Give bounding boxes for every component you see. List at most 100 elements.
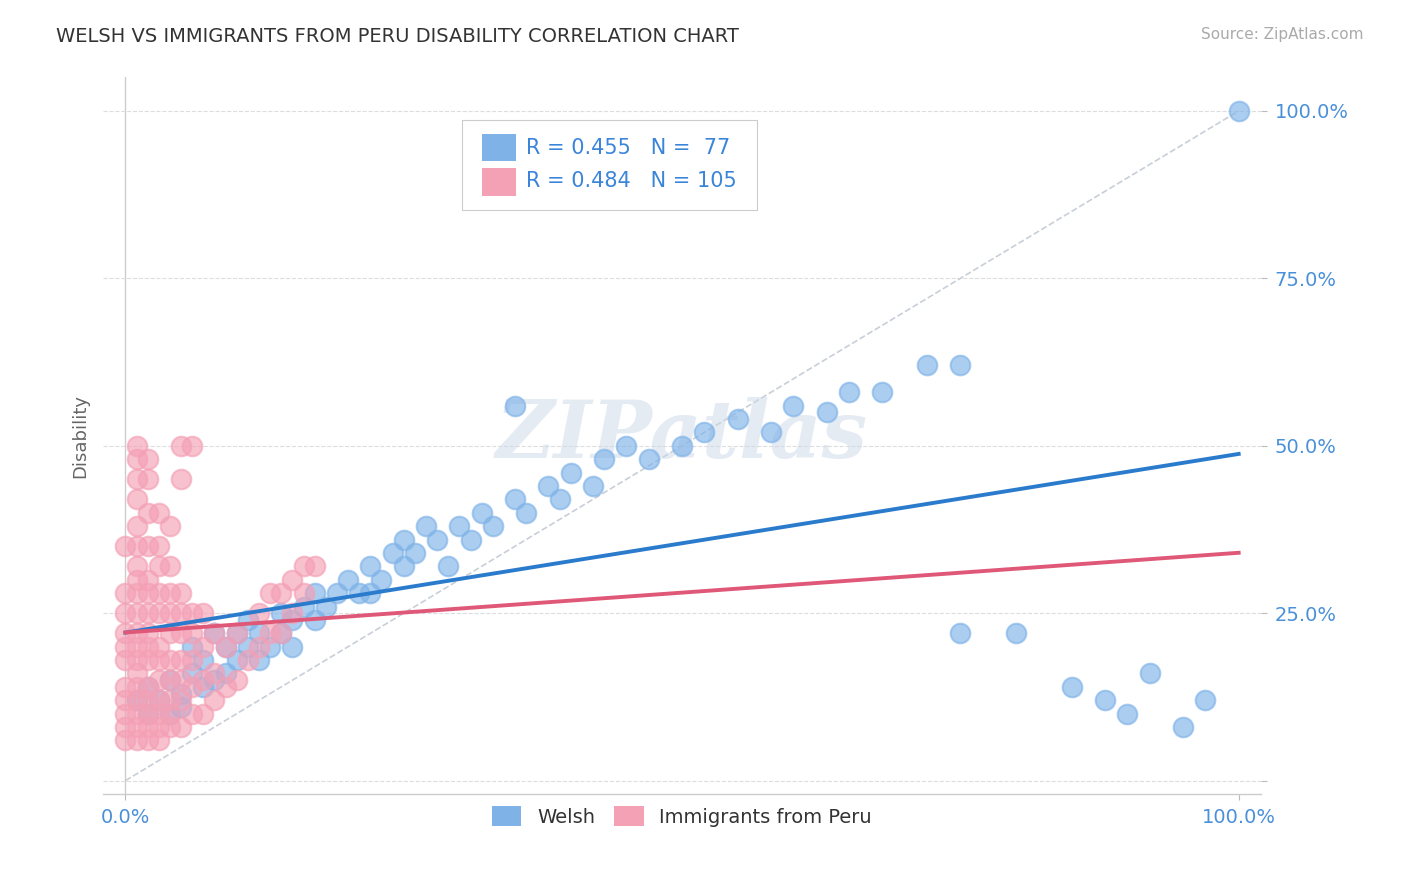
- Welsh: [225, 653, 247, 667]
- Welsh: [437, 559, 460, 574]
- Welsh: [503, 399, 526, 413]
- Immigrants from Peru: [181, 680, 204, 694]
- Immigrants from Peru: [170, 693, 193, 707]
- Immigrants from Peru: [148, 506, 170, 520]
- Welsh: [582, 479, 605, 493]
- Immigrants from Peru: [136, 653, 159, 667]
- Welsh: [872, 385, 894, 400]
- Welsh: [671, 439, 693, 453]
- Text: Source: ZipAtlas.com: Source: ZipAtlas.com: [1201, 27, 1364, 42]
- Welsh: [1094, 693, 1116, 707]
- Welsh: [1005, 626, 1028, 640]
- Welsh: [347, 586, 370, 600]
- Welsh: [415, 519, 437, 533]
- Immigrants from Peru: [136, 472, 159, 486]
- Immigrants from Peru: [136, 586, 159, 600]
- Welsh: [1060, 680, 1083, 694]
- Welsh: [359, 559, 381, 574]
- Immigrants from Peru: [148, 706, 170, 721]
- Welsh: [270, 606, 292, 620]
- Immigrants from Peru: [148, 640, 170, 654]
- Welsh: [548, 492, 571, 507]
- Immigrants from Peru: [136, 706, 159, 721]
- Immigrants from Peru: [159, 606, 181, 620]
- Immigrants from Peru: [170, 673, 193, 688]
- Immigrants from Peru: [204, 693, 226, 707]
- Welsh: [236, 613, 259, 627]
- Immigrants from Peru: [159, 626, 181, 640]
- Welsh: [159, 673, 181, 688]
- Welsh: [1116, 706, 1139, 721]
- Welsh: [136, 706, 159, 721]
- Immigrants from Peru: [159, 586, 181, 600]
- Immigrants from Peru: [159, 706, 181, 721]
- Welsh: [460, 533, 482, 547]
- Welsh: [204, 626, 226, 640]
- Immigrants from Peru: [136, 626, 159, 640]
- Welsh: [593, 452, 616, 467]
- Immigrants from Peru: [125, 706, 148, 721]
- Immigrants from Peru: [181, 439, 204, 453]
- Welsh: [782, 399, 804, 413]
- Bar: [482, 169, 516, 195]
- Immigrants from Peru: [270, 626, 292, 640]
- Immigrants from Peru: [159, 720, 181, 734]
- Welsh: [247, 653, 270, 667]
- Welsh: [1227, 103, 1250, 118]
- Welsh: [1194, 693, 1216, 707]
- Immigrants from Peru: [170, 439, 193, 453]
- Immigrants from Peru: [148, 693, 170, 707]
- Immigrants from Peru: [125, 693, 148, 707]
- Immigrants from Peru: [159, 559, 181, 574]
- Welsh: [214, 666, 236, 681]
- Welsh: [259, 640, 281, 654]
- Welsh: [359, 586, 381, 600]
- Welsh: [815, 405, 838, 419]
- Immigrants from Peru: [170, 472, 193, 486]
- Immigrants from Peru: [125, 452, 148, 467]
- Point: [495, 169, 517, 184]
- Immigrants from Peru: [125, 439, 148, 453]
- Immigrants from Peru: [170, 586, 193, 600]
- Immigrants from Peru: [259, 626, 281, 640]
- Immigrants from Peru: [193, 706, 215, 721]
- Immigrants from Peru: [204, 626, 226, 640]
- Y-axis label: Disability: Disability: [72, 393, 89, 478]
- Welsh: [949, 626, 972, 640]
- Legend: Welsh, Immigrants from Peru: Welsh, Immigrants from Peru: [485, 798, 880, 835]
- Immigrants from Peru: [125, 573, 148, 587]
- Immigrants from Peru: [125, 640, 148, 654]
- Welsh: [214, 640, 236, 654]
- Immigrants from Peru: [193, 640, 215, 654]
- Welsh: [225, 626, 247, 640]
- Immigrants from Peru: [170, 606, 193, 620]
- Immigrants from Peru: [148, 559, 170, 574]
- Welsh: [193, 680, 215, 694]
- Welsh: [759, 425, 782, 440]
- Welsh: [1171, 720, 1194, 734]
- Welsh: [193, 653, 215, 667]
- Welsh: [560, 466, 582, 480]
- Welsh: [481, 519, 503, 533]
- Immigrants from Peru: [148, 733, 170, 747]
- Welsh: [281, 613, 304, 627]
- Immigrants from Peru: [148, 720, 170, 734]
- Immigrants from Peru: [125, 666, 148, 681]
- Welsh: [392, 533, 415, 547]
- Welsh: [471, 506, 494, 520]
- Immigrants from Peru: [170, 720, 193, 734]
- Welsh: [326, 586, 349, 600]
- Immigrants from Peru: [225, 626, 247, 640]
- Immigrants from Peru: [125, 586, 148, 600]
- Welsh: [727, 412, 749, 426]
- Welsh: [370, 573, 392, 587]
- Immigrants from Peru: [148, 653, 170, 667]
- Immigrants from Peru: [148, 673, 170, 688]
- Immigrants from Peru: [148, 606, 170, 620]
- Welsh: [181, 666, 204, 681]
- Immigrants from Peru: [125, 720, 148, 734]
- Immigrants from Peru: [136, 573, 159, 587]
- Immigrants from Peru: [204, 666, 226, 681]
- Welsh: [170, 700, 193, 714]
- Immigrants from Peru: [181, 653, 204, 667]
